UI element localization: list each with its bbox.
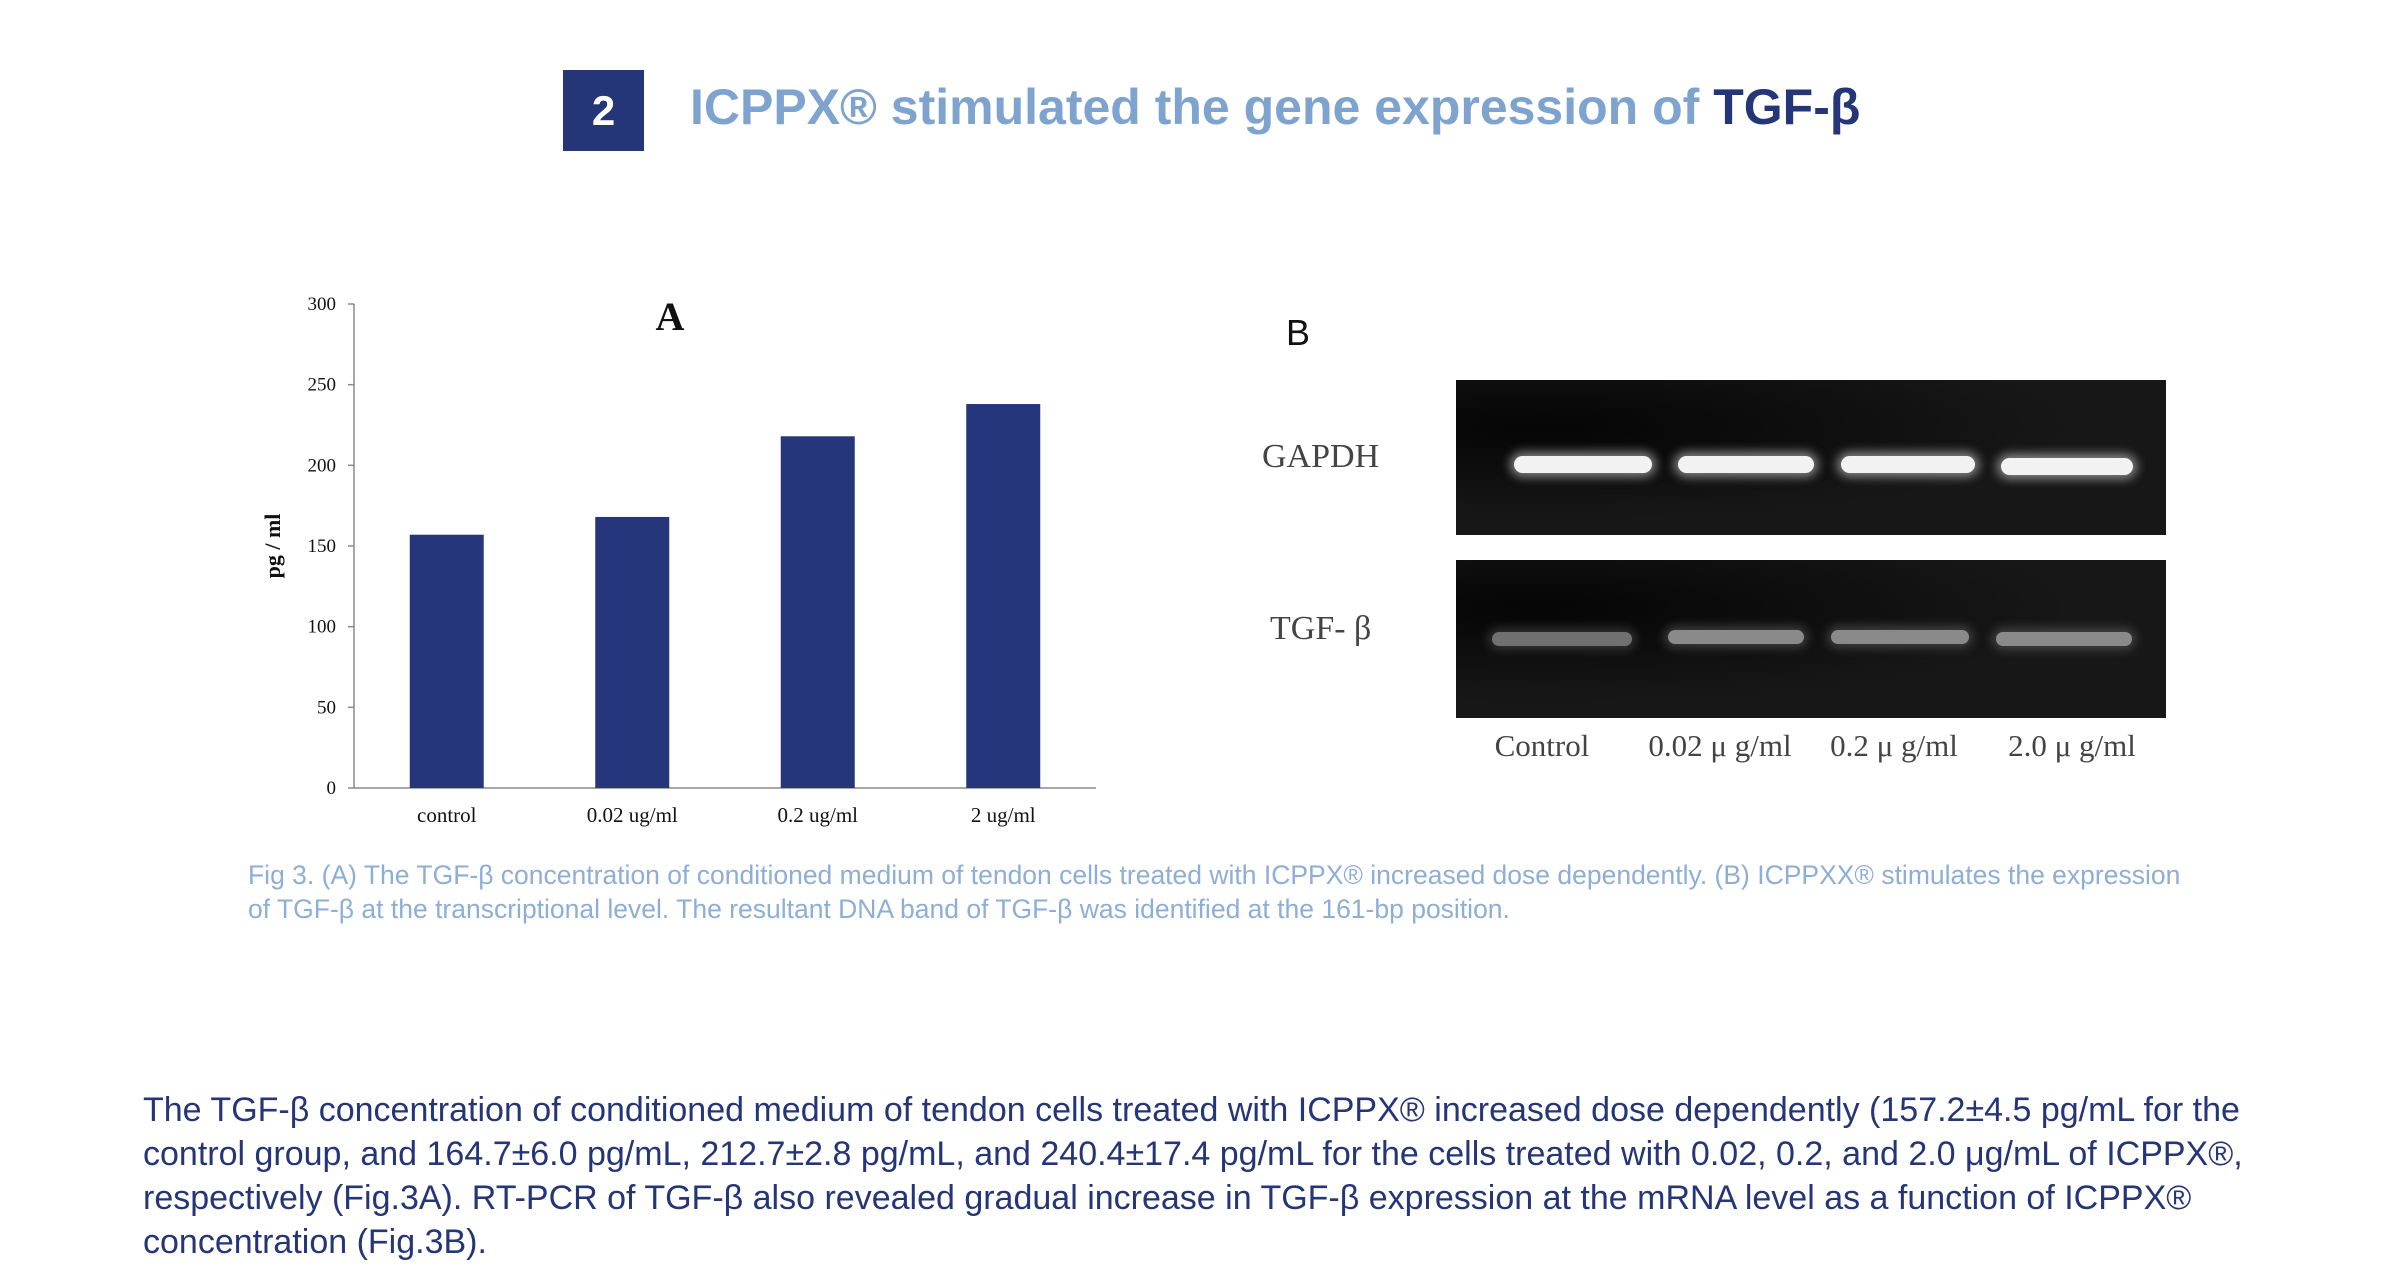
gel-row-label-tgf: TGF- β [1270,610,1372,647]
slide-title: ICPPX® stimulated the gene expression of… [690,78,1860,136]
gel-lane-label: 2.0 μ g/ml [2008,728,2136,763]
gel-band [1678,456,1814,473]
gel-band [1668,630,1804,644]
bar [409,534,484,788]
panel-b-letter: B [1286,312,1311,353]
slide-title-highlight: TGF-β [1713,79,1861,135]
body-paragraph: The TGF-β concentration of conditioned m… [143,1091,2243,1261]
gel-lane-label: 0.02 μ g/ml [1648,728,1792,763]
bar-chart-panel: 0 50 100 150 200 250 300 control 0.02 ug/ml 0.2 u… [250,280,1100,840]
gel-band [1514,456,1652,473]
gel-panel: B GAPDH TGF- β Control 0.02 μ g/ml 0.2 μ… [1240,300,2190,780]
bar [780,436,855,788]
gel-lane-label: Control [1494,728,1590,763]
x-tick-label: 0.02 ug/ml [587,803,678,827]
figure-caption: Fig 3. (A) The TGF-β concentration of co… [248,860,2181,924]
gel-band [1492,632,1632,646]
section-number-badge: 2 [563,70,644,151]
gel-lane-label: 0.2 μ g/ml [1830,728,1958,763]
y-tick-label: 300 [308,294,337,315]
y-tick-label: 0 [327,778,337,799]
gel-image-tgf [1456,560,2166,718]
y-tick-label: 50 [317,697,336,718]
gel-band [1831,630,1969,644]
chart-title: A [656,294,685,339]
y-axis-label: pg / ml [260,514,285,579]
bar [966,404,1041,788]
gel-image-gapdh [1456,380,2166,535]
gel-band [1996,632,2132,646]
gel-row-label-gapdh: GAPDH [1262,438,1380,475]
x-tick-label: 2 ug/ml [971,803,1036,827]
y-tick-label: 200 [308,455,337,476]
gel-band [2001,458,2133,475]
slide-header: 2 ICPPX® stimulated the gene expression … [0,64,2408,151]
bar-chart: 0 50 100 150 200 250 300 control 0.02 ug/ml 0.2 u… [260,294,1096,827]
y-tick-label: 250 [308,375,337,396]
slide-title-main: ICPPX® stimulated the gene expression of [690,79,1700,135]
x-tick-label: 0.2 ug/ml [777,803,858,827]
bar [595,516,670,788]
y-tick-label: 100 [308,617,337,638]
gel-band [1841,456,1975,473]
y-tick-label: 150 [308,536,337,557]
x-tick-label: control [417,803,477,827]
